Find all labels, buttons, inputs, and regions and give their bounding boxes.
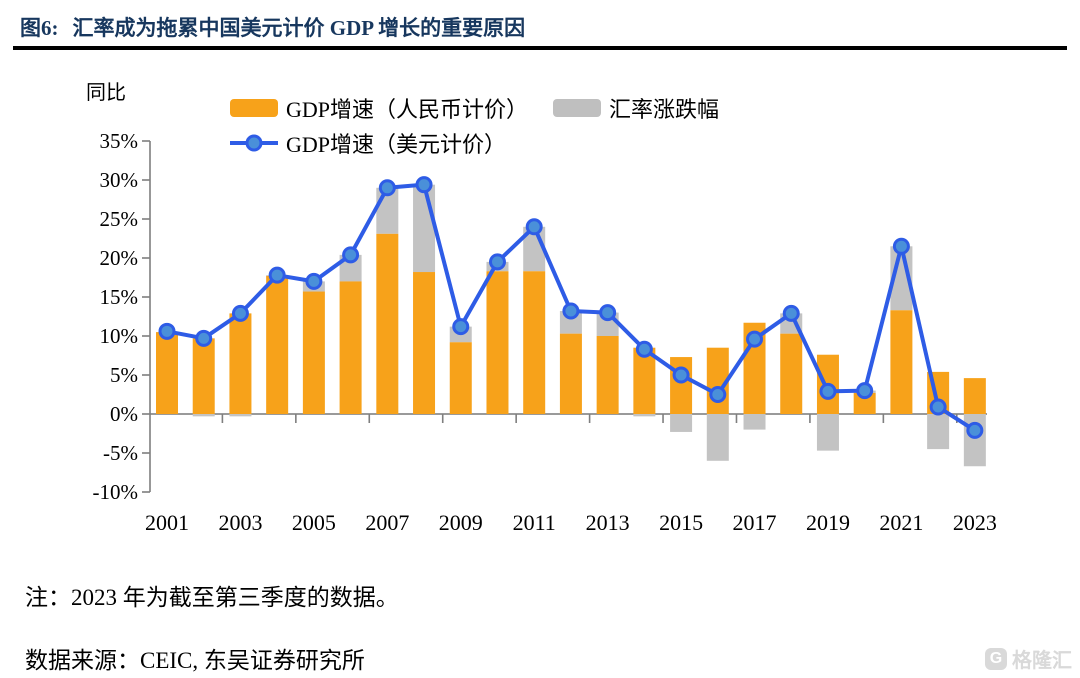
- svg-text:2017: 2017: [733, 510, 777, 535]
- svg-text:2021: 2021: [879, 510, 923, 535]
- gelonghui-logo-icon: G: [985, 647, 1007, 670]
- svg-text:25%: 25%: [100, 207, 139, 231]
- line-marker-legend-icon: [230, 131, 278, 155]
- watermark-text: 格隆汇: [1012, 650, 1072, 672]
- title-divider: [13, 46, 1067, 50]
- y-axis-unit-label: 同比: [86, 82, 126, 104]
- svg-text:0%: 0%: [110, 402, 138, 426]
- figure-title: 图6: 汇率成为拖累中国美元计价 GDP 增长的重要原因: [20, 12, 525, 42]
- svg-text:-5%: -5%: [103, 441, 138, 465]
- svg-text:20%: 20%: [100, 246, 139, 270]
- svg-text:15%: 15%: [100, 285, 139, 309]
- svg-text:2007: 2007: [365, 510, 409, 535]
- legend-item-gdp-usd: GDP增速（美元计价）: [230, 127, 506, 159]
- svg-text:35%: 35%: [100, 129, 139, 153]
- legend-label: GDP增速（人民币计价）: [286, 97, 529, 122]
- figure-title-text: 汇率成为拖累中国美元计价 GDP 增长的重要原因: [72, 16, 526, 40]
- data-source: 数据来源：CEIC, 东吴证券研究所: [25, 648, 365, 673]
- svg-text:2009: 2009: [439, 510, 483, 535]
- legend-label: GDP增速（美元计价）: [286, 132, 507, 157]
- svg-text:2013: 2013: [586, 510, 630, 535]
- figure-note: 注：2023 年为截至第三季度的数据。: [25, 585, 399, 610]
- legend-label: 汇率涨跌幅: [609, 97, 720, 122]
- svg-text:2001: 2001: [145, 510, 189, 535]
- svg-text:5%: 5%: [110, 363, 138, 387]
- svg-text:2005: 2005: [292, 510, 336, 535]
- svg-text:2011: 2011: [513, 510, 556, 535]
- svg-text:10%: 10%: [100, 324, 139, 348]
- svg-text:30%: 30%: [100, 168, 139, 192]
- gray-bar-legend-icon: [553, 99, 601, 117]
- figure-number: 图6:: [20, 16, 59, 40]
- svg-text:2015: 2015: [659, 510, 703, 535]
- watermark: G 格隆汇: [985, 644, 1072, 673]
- svg-text:2019: 2019: [806, 510, 850, 535]
- svg-text:2023: 2023: [953, 510, 997, 535]
- combo-chart: 35% 30% 25% 20% 15% 10% 5% 0% -5% -10%2001 2003 200…: [93, 129, 997, 535]
- svg-text:2003: 2003: [218, 510, 262, 535]
- legend-item-gdp-rmb: GDP增速（人民币计价）: [230, 92, 528, 124]
- legend-item-fx-change: 汇率涨跌幅: [553, 92, 719, 124]
- svg-text:-10%: -10%: [93, 480, 139, 504]
- orange-bar-legend-icon: [230, 99, 278, 117]
